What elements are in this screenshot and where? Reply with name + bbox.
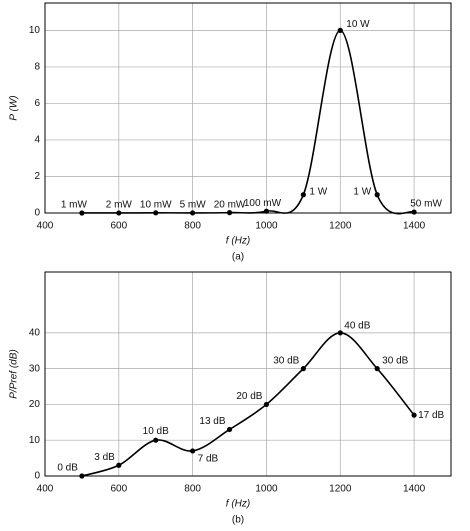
y-axis-label: P/Pref (dB) [9,349,20,398]
y-tick-label: 8 [34,62,40,73]
x-axis-label: f (Hz) [226,499,250,510]
data-label: 40 dB [344,320,370,331]
x-tick-label: 1000 [255,484,278,495]
data-label: 1 mW [61,200,88,211]
data-point [153,437,159,443]
data-label: 0 dB [57,463,78,474]
data-label: 2 mW [106,200,133,211]
data-point [226,426,233,433]
y-tick-label: 10 [29,25,41,36]
data-label: 50 mW [410,199,442,210]
x-tick-label: 400 [37,221,54,232]
data-point [116,462,122,468]
curve [81,332,415,477]
x-tick-label: 600 [110,221,127,232]
x-tick-label: 600 [110,484,127,495]
data-label: 5 mW [180,200,207,211]
y-tick-label: 30 [29,363,41,374]
data-point [337,27,343,33]
data-label: 7 dB [198,454,219,465]
y-tick-label: 2 [34,171,40,182]
x-tick-label: 1000 [255,221,278,232]
data-label: 30 dB [382,355,408,366]
data-label: 20 mW [214,199,246,210]
data-point [374,192,380,198]
y-tick-label: 40 [29,327,41,338]
y-tick-label: 4 [34,135,40,146]
data-point [411,412,417,418]
y-tick-label: 10 [29,435,41,446]
data-point [411,209,417,215]
caption: (a) [232,252,244,263]
data-label: 13 dB [199,416,225,427]
data-label: 3 dB [94,452,115,463]
y-tick-label: 0 [34,208,40,219]
data-point [263,208,270,214]
x-tick-label: 1400 [403,484,426,495]
y-tick-label: 0 [34,471,40,482]
data-point [337,330,343,336]
plot-frame [44,271,452,477]
data-point [116,210,122,216]
data-point [226,210,233,216]
data-label: 1 W [309,186,327,197]
data-point [300,366,306,372]
data-label: 20 dB [236,391,262,402]
x-tick-label: 1200 [329,221,352,232]
x-tick-label: 1400 [403,221,426,232]
x-axis-label: f (Hz) [226,236,250,247]
plot-frame [44,2,452,214]
data-label: 100 mW [244,198,282,209]
data-label: 10 mW [140,199,172,210]
data-point [190,448,196,454]
data-point [263,401,270,408]
data-point [153,210,159,216]
data-point [190,210,196,216]
data-label: 17 dB [418,410,444,421]
y-tick-label: 6 [34,98,40,109]
data-point [79,473,85,479]
data-label: 10 dB [143,426,169,437]
x-tick-label: 800 [184,484,201,495]
x-tick-label: 1200 [329,484,352,495]
x-tick-label: 800 [184,221,201,232]
x-tick-label: 400 [37,484,54,495]
data-point [79,210,85,216]
data-label: 30 dB [273,355,299,366]
data-label: 1 W [353,186,371,197]
caption: (b) [232,515,244,526]
data-label: 10 W [346,19,370,30]
y-axis-label: P (W) [9,95,20,120]
y-tick-label: 20 [29,399,41,410]
data-point [300,192,306,198]
data-point [374,366,380,372]
